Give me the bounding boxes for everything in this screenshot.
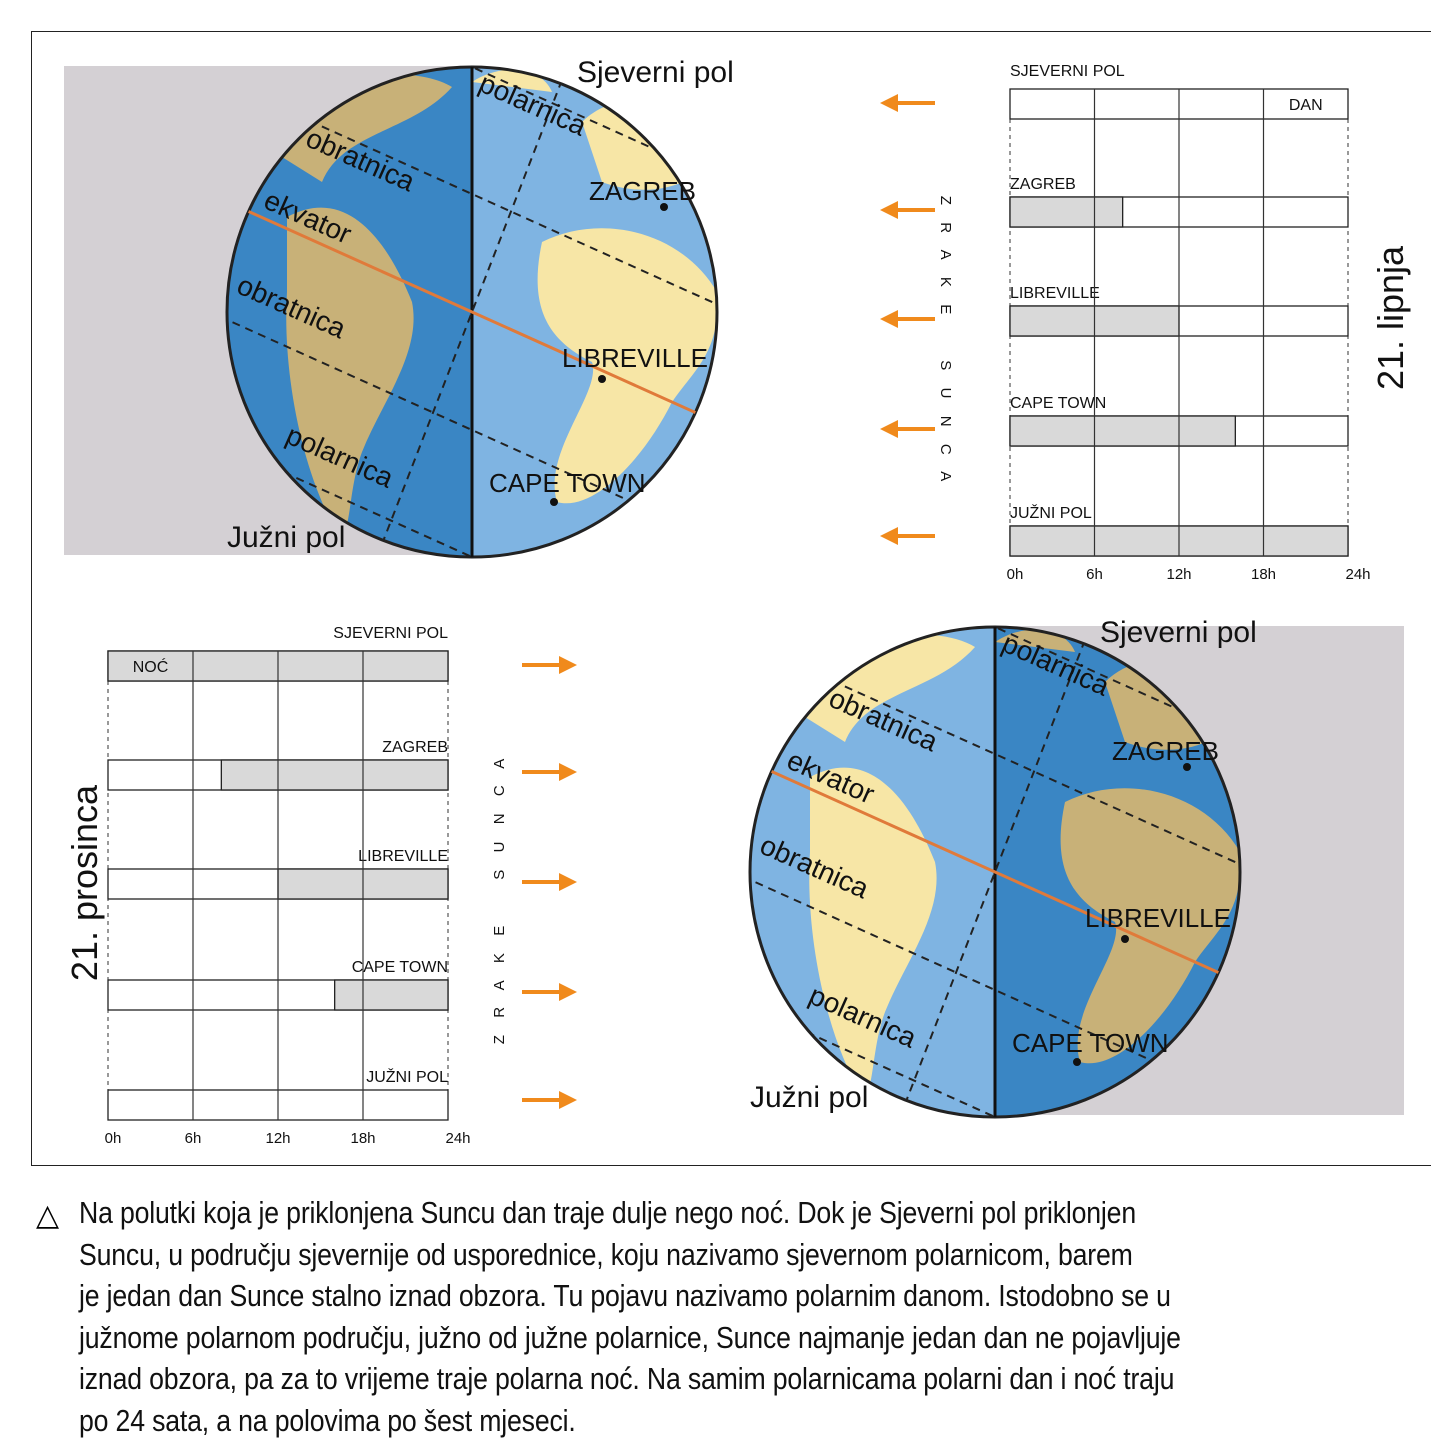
city-dot-zagreb: [660, 203, 668, 211]
row-label: ZAGREB: [382, 739, 448, 756]
date-label: 21. prosinca: [64, 784, 105, 981]
night-bar: [334, 979, 449, 1011]
city-label-libreville: LIBREVILLE: [562, 343, 708, 373]
city-label-cape-town: CAPE TOWN: [489, 468, 646, 498]
night-bar: [1009, 415, 1236, 447]
row-label: JUŽNI POL: [1010, 503, 1092, 522]
arrow-head-icon: [559, 1091, 577, 1109]
x-tick-label: 0h: [105, 1130, 122, 1147]
city-dot-zagreb: [1183, 763, 1191, 771]
sun-rays-label: Z R A K E S U N C A: [491, 756, 508, 1045]
arrow-head-icon: [880, 420, 898, 438]
night-bar: [1009, 196, 1124, 228]
day-night-chart: SJEVERNI POL ZAGREB LIBREVILLE CAPE TOWN JUŽ…: [105, 625, 471, 1147]
caption-line: Suncu, u području sjevernije od usporedn…: [79, 1236, 1133, 1272]
x-tick-label: 24h: [445, 1130, 470, 1147]
bar-legend-label: NOĆ: [133, 657, 169, 676]
diagram: SJEVERNI POL ZAGREB LIBREVILLE CAPE TOWN JUŽ…: [64, 56, 1411, 1147]
city-dot-cape-town: [1073, 1058, 1081, 1066]
continent: [809, 767, 937, 1094]
continent: [537, 228, 717, 504]
city-label-cape-town: CAPE TOWN: [1012, 1028, 1169, 1058]
latitude-lines: [227, 67, 717, 557]
row-label: CAPE TOWN: [1010, 395, 1106, 412]
arrow-head-icon: [880, 201, 898, 219]
arrow-head-icon: [880, 527, 898, 545]
x-tick-label: 6h: [185, 1130, 202, 1147]
caption-line: Na polutki koja je priklonjena Suncu dan…: [79, 1195, 1136, 1230]
arrow-head-icon: [880, 310, 898, 328]
caption-line: južnome polarnom području, južno od južn…: [79, 1319, 1181, 1355]
arrow-head-icon: [559, 873, 577, 891]
city-dot-cape-town: [550, 498, 558, 506]
arrow-head-icon: [559, 983, 577, 1001]
city-label-zagreb: ZAGREB: [589, 176, 696, 206]
city-dot-libreville: [598, 375, 606, 383]
south-pole-label: Južni pol: [750, 1081, 868, 1114]
row-label: CAPE TOWN: [352, 959, 448, 976]
caption-line: je jedan dan Sunce stalno iznad obzora. …: [79, 1278, 1171, 1313]
caption-line: iznad obzora, pa za to vrijeme traje pol…: [79, 1361, 1175, 1396]
row-label: LIBREVILLE: [1010, 285, 1100, 302]
axis-line: [899, 627, 1091, 1117]
night-bar: [220, 759, 449, 791]
x-tick-label: 24h: [1345, 566, 1370, 583]
figure-frame: [31, 31, 1431, 1166]
south-pole-label: Južni pol: [227, 521, 345, 554]
day-hemisphere: [750, 627, 995, 1117]
bar-legend-label: DAN: [1289, 97, 1323, 114]
north-pole-label: Sjeverni pol: [577, 56, 734, 89]
city-label-zagreb: ZAGREB: [1112, 736, 1219, 766]
continent: [1060, 788, 1240, 1064]
axis-line: [376, 67, 568, 557]
x-tick-label: 12h: [265, 1130, 290, 1147]
north-pole-label: Sjeverni pol: [1100, 616, 1257, 649]
x-tick-label: 12h: [1166, 566, 1191, 583]
x-tick-label: 18h: [350, 1130, 375, 1147]
city-label-libreville: LIBREVILLE: [1085, 903, 1231, 933]
arrow-head-icon: [559, 656, 577, 674]
equator-line: [750, 751, 1240, 993]
row-label: LIBREVILLE: [358, 848, 448, 865]
globe-surface: [750, 627, 995, 1117]
city-dot-libreville: [1121, 935, 1129, 943]
x-tick-label: 0h: [1007, 566, 1024, 583]
sun-rays-label: Z R A K E S U N C A: [937, 196, 954, 485]
row-label: SJEVERNI POL: [1010, 63, 1125, 80]
row-label: JUŽNI POL: [366, 1067, 448, 1086]
x-tick-label: 18h: [1251, 566, 1276, 583]
continent: [286, 207, 414, 534]
x-tick-label: 6h: [1086, 566, 1103, 583]
latitude-lines: [750, 627, 1240, 1117]
arrow-head-icon: [559, 763, 577, 781]
day-night-chart: SJEVERNI POL ZAGREB LIBREVILLE CAPE TOWN JUŽ…: [1007, 63, 1371, 583]
triangle-icon: △: [36, 1199, 60, 1232]
row-label: ZAGREB: [1010, 176, 1076, 193]
arrow-head-icon: [880, 94, 898, 112]
date-label: 21. lipnja: [1370, 245, 1411, 390]
equator-line: [227, 191, 717, 433]
caption-line: po 24 sata, a na polovima po šest mjesec…: [79, 1402, 576, 1438]
row-label: SJEVERNI POL: [333, 625, 448, 642]
